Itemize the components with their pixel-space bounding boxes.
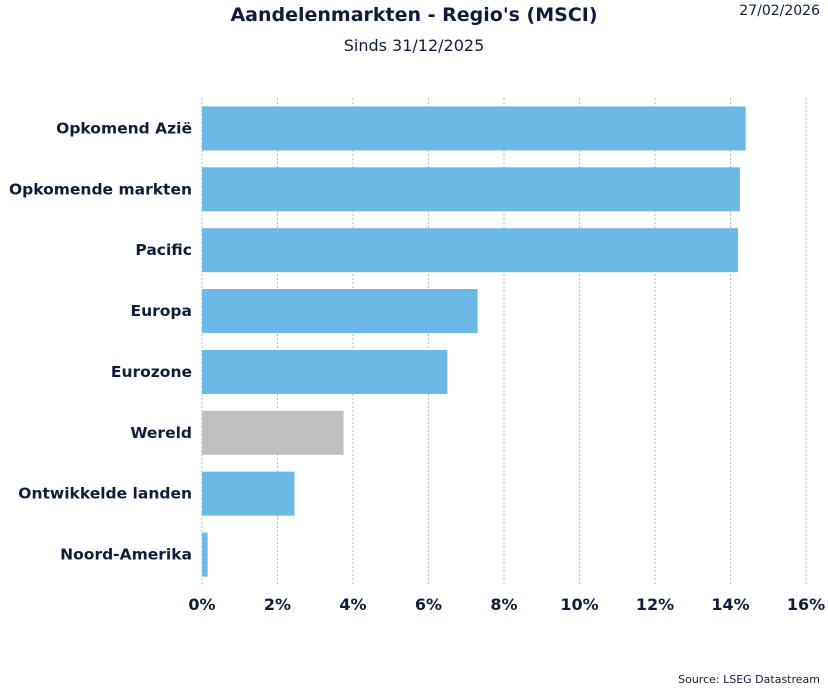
bar [202,289,478,334]
x-tick-label: 8% [490,595,517,614]
bar [202,106,746,151]
category-label: Opkomend Azië [56,119,192,137]
chart-subtitle: Sinds 31/12/2025 [343,36,485,55]
x-tick-label: 4% [339,595,366,614]
category-label: Noord-Amerika [60,546,192,564]
x-tick-label: 16% [787,595,825,614]
x-tick-label: 14% [711,595,749,614]
x-tick-label: 0% [188,595,215,614]
bar [202,349,448,394]
bar [202,410,344,455]
x-tick-label: 2% [264,595,291,614]
category-label: Wereld [130,424,192,442]
chart-title: Aandelenmarkten - Regio's (MSCI) [230,4,598,26]
bar [202,167,740,212]
x-tick-label: 6% [415,595,442,614]
bar [202,228,739,273]
category-label: Europa [131,302,192,320]
category-label: Eurozone [111,363,192,381]
x-tick-label: 10% [560,595,598,614]
date-label: 27/02/2026 [739,3,820,19]
bar [202,532,208,577]
category-label: Pacific [135,241,192,259]
x-tick-label: 12% [636,595,674,614]
category-label: Ontwikkelde landen [18,485,192,503]
source-label: Source: LSEG Datastream [678,673,820,686]
category-label: Opkomende markten [9,180,192,198]
bar [202,471,295,516]
